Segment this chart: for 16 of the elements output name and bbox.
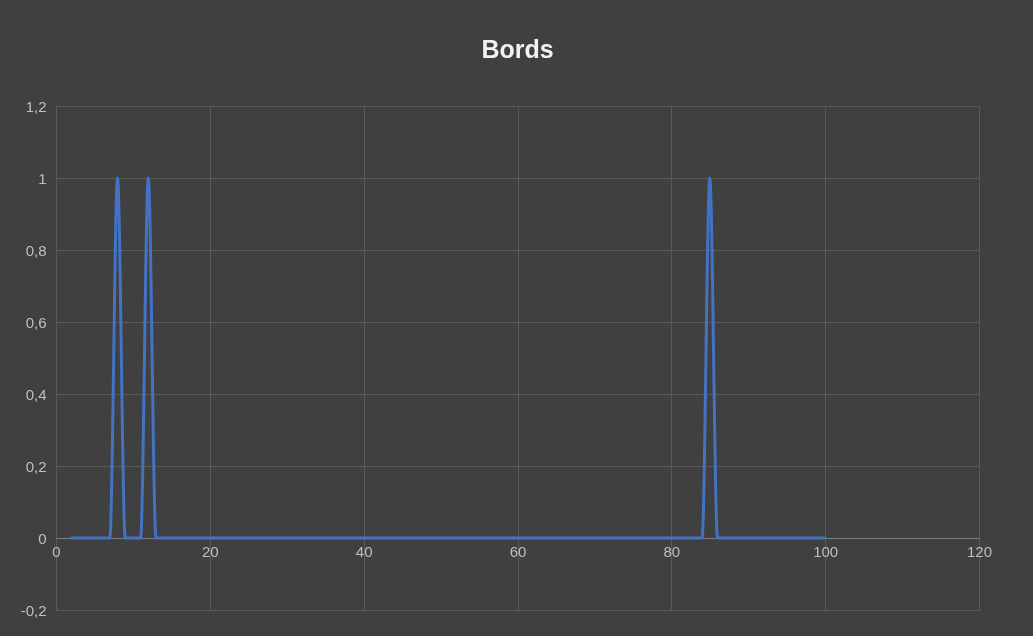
x-tick-label: 20: [201, 542, 219, 560]
y-tick-label: 0: [38, 529, 47, 547]
y-tick-label: 0,2: [25, 457, 47, 475]
x-tick-label: 0: [52, 542, 61, 560]
y-tick-label: 0,4: [25, 385, 47, 403]
y-tick-label: 1,2: [25, 97, 47, 115]
y-tick-label: 1: [38, 169, 47, 187]
x-tick-label: 80: [663, 542, 681, 560]
x-tick-label: 40: [355, 542, 373, 560]
y-tick-label: -0,2: [20, 601, 47, 619]
x-tick-label: 120: [966, 542, 993, 560]
y-tick-label: 0,8: [25, 241, 47, 259]
x-tick-label: 100: [813, 542, 839, 560]
x-tick-label: 60: [509, 542, 527, 560]
chart-title: Bords: [481, 35, 554, 63]
y-tick-label: 0,6: [25, 313, 47, 331]
